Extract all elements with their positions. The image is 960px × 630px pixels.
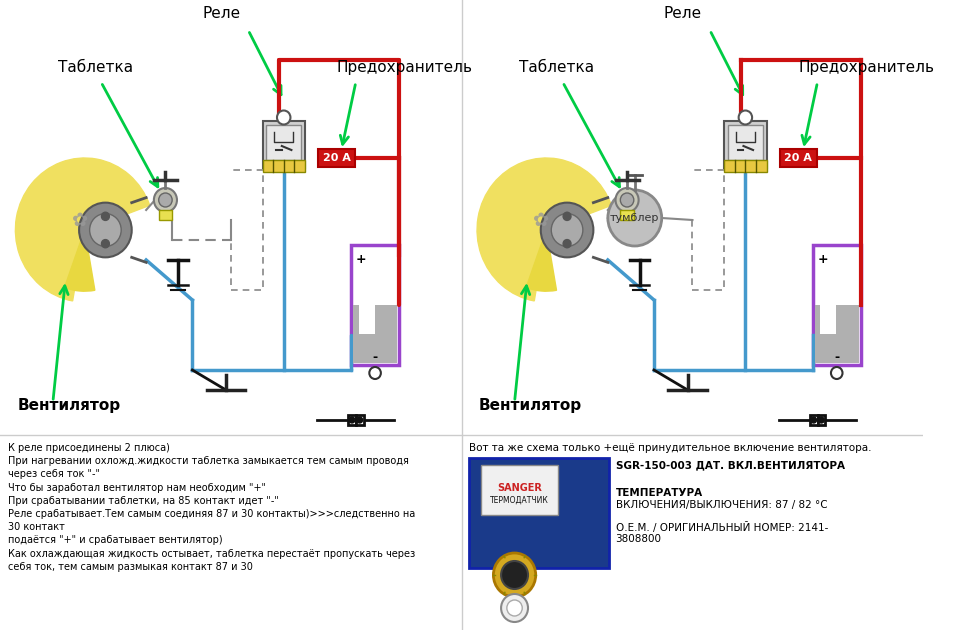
Bar <box>263 159 305 171</box>
Circle shape <box>501 594 528 622</box>
Bar <box>728 125 762 159</box>
Text: SGR-150-003 ДАТ. ВКЛ.ВЕНТИЛЯТОРА: SGR-150-003 ДАТ. ВКЛ.ВЕНТИЛЯТОРА <box>615 460 845 470</box>
Bar <box>724 159 766 171</box>
Text: Вентилятор: Вентилятор <box>17 398 120 413</box>
Circle shape <box>738 110 752 125</box>
Text: ВКЛЮЧЕНИЯ/ВЫКЛЮЧЕНИЯ: 87 / 82 °C: ВКЛЮЧЕНИЯ/ВЫКЛЮЧЕНИЯ: 87 / 82 °C <box>615 500 828 510</box>
Bar <box>821 250 836 334</box>
Circle shape <box>551 214 583 246</box>
Wedge shape <box>15 158 150 301</box>
Text: Предохранитель: Предохранитель <box>337 60 472 75</box>
Bar <box>810 415 818 425</box>
Text: +: + <box>818 253 828 266</box>
Circle shape <box>540 203 593 258</box>
Wedge shape <box>526 230 557 291</box>
Bar <box>353 305 397 363</box>
Bar <box>481 465 558 515</box>
Bar <box>356 415 364 425</box>
Text: 20 А: 20 А <box>323 153 350 163</box>
Bar <box>780 149 817 167</box>
Circle shape <box>620 193 634 207</box>
Bar <box>263 120 305 168</box>
Text: 20 А: 20 А <box>784 153 812 163</box>
Text: ✿: ✿ <box>534 210 550 229</box>
Wedge shape <box>64 230 95 291</box>
Circle shape <box>102 212 109 220</box>
Circle shape <box>564 212 571 220</box>
Text: ТЕРМОДАТЧИК: ТЕРМОДАТЧИК <box>490 496 549 505</box>
Text: -: - <box>372 350 377 364</box>
Circle shape <box>370 367 381 379</box>
Circle shape <box>507 600 522 616</box>
Bar <box>469 458 609 568</box>
Bar <box>158 210 172 220</box>
Circle shape <box>615 188 638 212</box>
Text: ✿: ✿ <box>72 210 88 229</box>
Text: Предохранитель: Предохранитель <box>799 60 934 75</box>
Text: тумблер: тумблер <box>611 213 660 223</box>
Circle shape <box>564 239 571 248</box>
Bar <box>724 120 766 168</box>
Text: О.Е.М. / ОРИГИНАЛЬНЫЙ НОМЕР: 2141-: О.Е.М. / ОРИГИНАЛЬНЫЙ НОМЕР: 2141- <box>615 522 828 533</box>
Text: 3808800: 3808800 <box>615 534 661 544</box>
Text: Реле: Реле <box>203 6 240 21</box>
Circle shape <box>154 188 177 212</box>
Bar <box>267 125 301 159</box>
Circle shape <box>811 417 817 423</box>
Text: К реле присоединены 2 плюса)
При нагревании охложд.жидкости таблетка замыкается : К реле присоединены 2 плюса) При нагрева… <box>8 443 415 572</box>
Circle shape <box>277 110 291 125</box>
Bar <box>815 305 859 363</box>
Circle shape <box>501 561 528 589</box>
Text: Таблетка: Таблетка <box>58 60 132 75</box>
Circle shape <box>493 553 536 597</box>
Text: Вот та же схема только +ещё принудительное включение вентилятора.: Вот та же схема только +ещё принудительн… <box>469 443 872 453</box>
Bar <box>620 210 634 220</box>
Bar <box>813 245 861 365</box>
Wedge shape <box>477 158 612 301</box>
Text: SANGER: SANGER <box>497 483 541 493</box>
Circle shape <box>158 193 172 207</box>
Circle shape <box>357 417 363 423</box>
Text: -: - <box>834 350 839 364</box>
Circle shape <box>819 417 825 423</box>
Bar <box>818 415 826 425</box>
Circle shape <box>608 190 661 246</box>
Circle shape <box>102 239 109 248</box>
Circle shape <box>831 367 843 379</box>
Circle shape <box>349 417 355 423</box>
Text: Вентилятор: Вентилятор <box>479 398 582 413</box>
Bar <box>319 149 355 167</box>
Text: Таблетка: Таблетка <box>519 60 594 75</box>
Text: ТЕМПЕРАТУРА: ТЕМПЕРАТУРА <box>615 488 703 498</box>
Bar <box>351 245 399 365</box>
Bar <box>348 415 356 425</box>
Circle shape <box>79 203 132 258</box>
Bar <box>359 250 374 334</box>
Circle shape <box>89 214 121 246</box>
Text: Реле: Реле <box>663 6 702 21</box>
Text: +: + <box>356 253 367 266</box>
